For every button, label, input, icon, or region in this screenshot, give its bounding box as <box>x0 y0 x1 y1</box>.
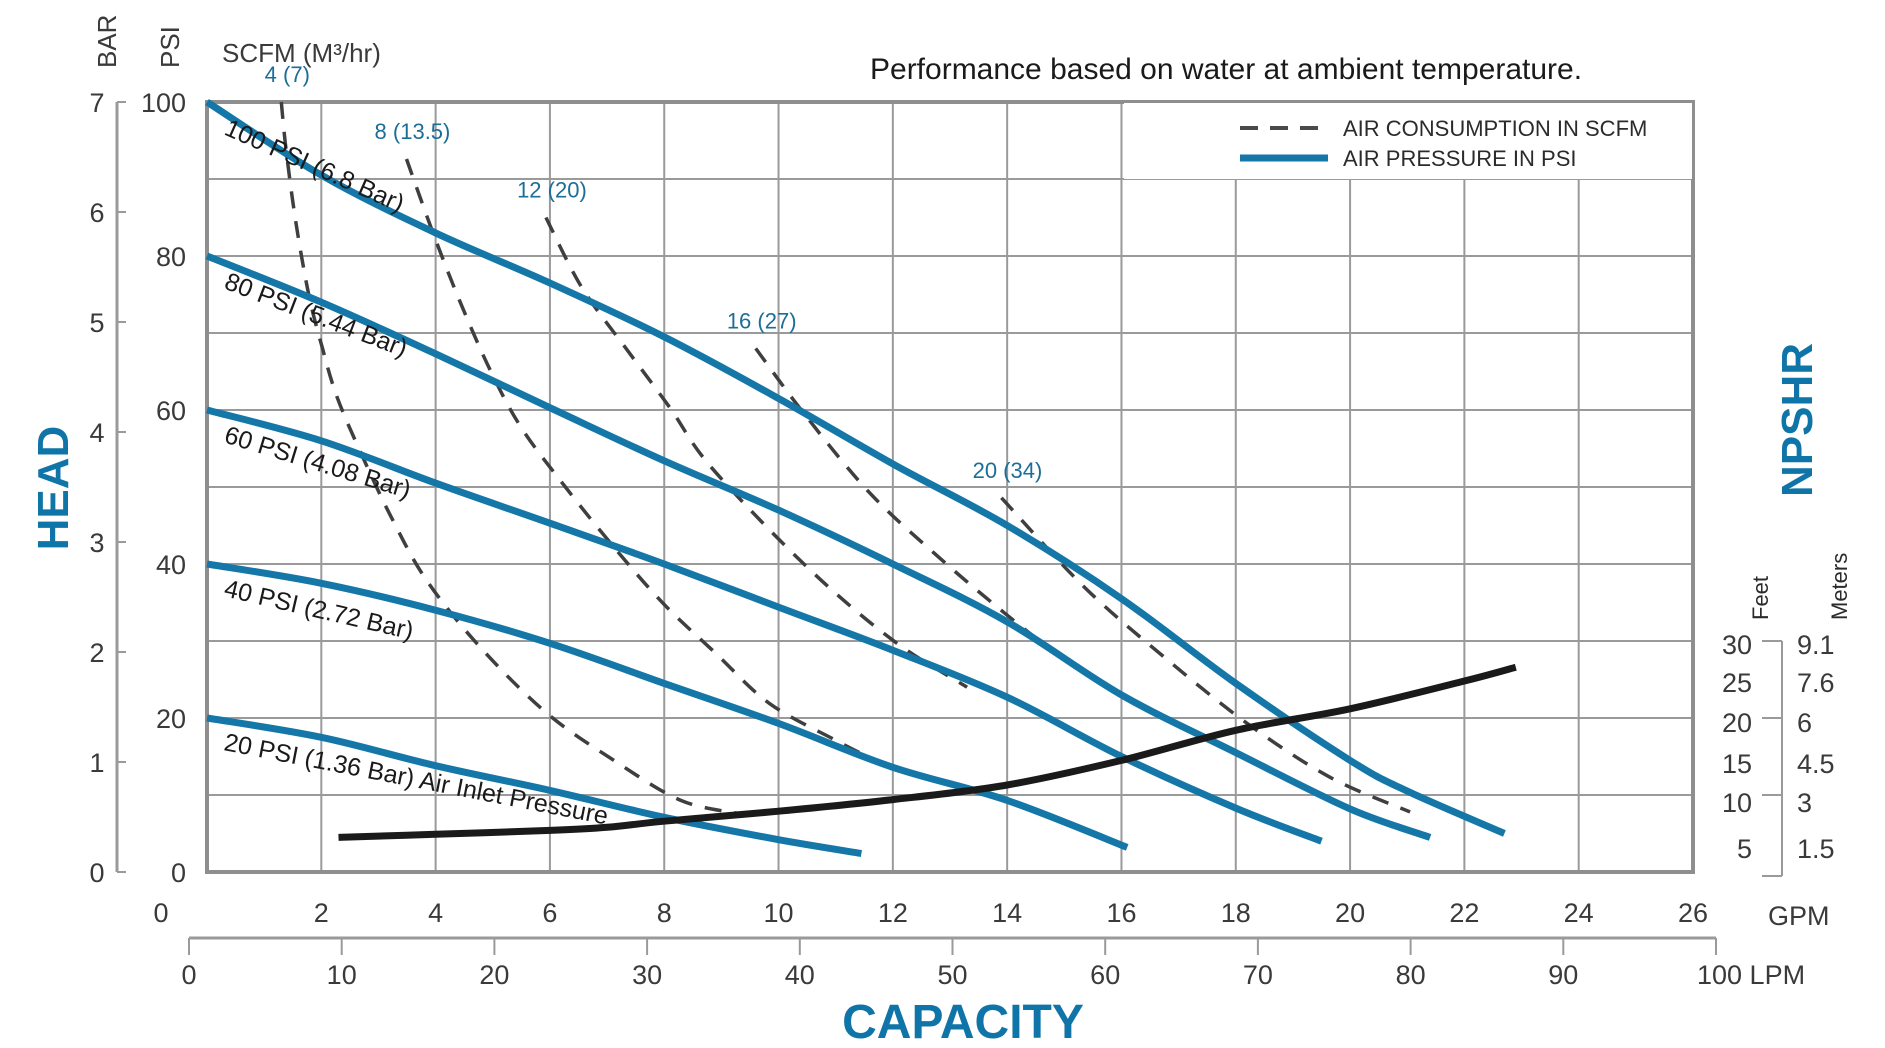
x-tick-label-lpm: 90 <box>1548 960 1578 990</box>
npshr-feet-label: 20 <box>1722 708 1752 738</box>
pressure-curve-label: 80 PSI (5.44 Bar) <box>221 267 411 362</box>
y-tick-label-bar: 0 <box>89 858 104 888</box>
y-tick-label-psi: 80 <box>156 242 186 272</box>
x-tick-label-lpm: 10 <box>327 960 357 990</box>
air-consumption-curve-20-34 <box>1000 496 1411 814</box>
npshr-axis: 30 9.1 25 7.6 20 6 15 4.5 10 3 5 1.5 <box>1722 630 1835 877</box>
x-tick-label-gpm: 4 <box>428 898 443 928</box>
x-tick-label-lpm: 20 <box>479 960 509 990</box>
npshr-feet-label: 25 <box>1722 668 1752 698</box>
air-consumption-curve-12-20 <box>544 216 969 689</box>
capacity-axis-title: CAPACITY <box>842 996 1084 1048</box>
air-pressure-curve-100-psi-6-8-bar <box>205 99 1506 837</box>
consumption-curve-label: 12 (20) <box>517 178 587 203</box>
air-pressure-curve-20-psi-1-36-bar-air-inlet-pressure <box>206 714 862 857</box>
y-tick-label-bar: 5 <box>89 308 104 338</box>
x-tick-label-lpm: 50 <box>937 960 967 990</box>
x-tick-label-gpm: 8 <box>657 898 672 928</box>
x-tick-label-gpm: 2 <box>314 898 329 928</box>
x-tick-label-gpm: 24 <box>1564 898 1594 928</box>
npshr-feet-label: 15 <box>1722 749 1752 779</box>
pressure-curve-label: 20 PSI (1.36 Bar) Air Inlet Pressure <box>222 728 611 830</box>
npshr-axis-title: NPSHR <box>1773 343 1822 497</box>
legend-label-air-pressure: AIR PRESSURE IN PSI <box>1343 146 1577 171</box>
x-tick-label-lpm: 70 <box>1243 960 1273 990</box>
x-tick-label-lpm: 60 <box>1090 960 1120 990</box>
air-consumption-curve-4-7 <box>279 101 739 816</box>
legend: AIR CONSUMPTION IN SCFM AIR PRESSURE IN … <box>1124 103 1692 179</box>
consumption-curve-label: 4 (7) <box>265 62 310 87</box>
npshr-feet-label: 5 <box>1737 834 1752 864</box>
air-consumption-curve-8-13-5 <box>404 158 866 757</box>
legend-background <box>1124 103 1692 179</box>
npshr-feet-label: 30 <box>1722 630 1752 660</box>
consumption-curve-label: 20 (34) <box>973 458 1043 483</box>
npshr-meters-title: Meters <box>1827 553 1852 620</box>
x-tick-label-gpm: 16 <box>1106 898 1136 928</box>
x-tick-label-gpm: 0 <box>153 898 168 928</box>
x-tick-label-lpm: 80 <box>1396 960 1426 990</box>
x-tick-label-gpm: 26 <box>1678 898 1708 928</box>
head-axis-title: HEAD <box>29 426 78 551</box>
npshr-meters-label: 4.5 <box>1797 749 1835 779</box>
npshr-meters-label: 7.6 <box>1797 668 1835 698</box>
air-pressure-curve-60-psi-4-08-bar <box>206 406 1323 845</box>
scfm-axis-title: SCFM (M³/hr) <box>222 38 381 68</box>
y-tick-label-psi: 60 <box>156 396 186 426</box>
x-unit-label-gpm: GPM <box>1768 901 1830 931</box>
y-tick-label-bar: 4 <box>89 418 104 448</box>
npshr-meters-label: 6 <box>1797 708 1812 738</box>
y-tick-label-psi: 20 <box>156 704 186 734</box>
air-pressure-curve-80-psi-5-44-bar <box>205 252 1432 841</box>
npshr-curve <box>338 663 1517 841</box>
legend-label-air-consumption: AIR CONSUMPTION IN SCFM <box>1343 116 1647 141</box>
x-tick-label-gpm: 18 <box>1221 898 1251 928</box>
x-tick-label-lpm: 100 LPM <box>1697 960 1805 990</box>
x-tick-label-gpm: 20 <box>1335 898 1365 928</box>
psi-axis-title: PSI <box>155 26 185 68</box>
y-tick-label-bar: 2 <box>89 638 104 668</box>
y-tick-label-bar: 6 <box>89 198 104 228</box>
x-tick-label-lpm: 30 <box>632 960 662 990</box>
consumption-curve-label: 8 (13.5) <box>375 119 451 144</box>
x-tick-label-gpm: 10 <box>764 898 794 928</box>
y-tick-label-bar: 1 <box>89 748 104 778</box>
npshr-meters-label: 3 <box>1797 788 1812 818</box>
bar-axis-title: BAR <box>92 15 122 68</box>
y-tick-label-psi: 40 <box>156 550 186 580</box>
npshr-feet-title: Feet <box>1748 576 1773 620</box>
plot-grid <box>205 100 1695 874</box>
x-tick-label-lpm: 0 <box>181 960 196 990</box>
y-tick-label-psi: 0 <box>171 858 186 888</box>
x-tick-label-lpm: 40 <box>785 960 815 990</box>
npshr-feet-label: 10 <box>1722 788 1752 818</box>
chart-title: Performance based on water at ambient te… <box>870 53 1582 86</box>
y-tick-label-bar: 7 <box>89 88 104 118</box>
npshr-meters-label: 1.5 <box>1797 834 1835 864</box>
x-tick-label-gpm: 22 <box>1449 898 1479 928</box>
npshr-meters-label: 9.1 <box>1797 630 1835 660</box>
curves <box>205 99 1517 857</box>
x-tick-label-gpm: 14 <box>992 898 1022 928</box>
x-tick-label-gpm: 12 <box>878 898 908 928</box>
y-tick-label-bar: 3 <box>89 528 104 558</box>
y-tick-label-psi: 100 <box>141 88 186 118</box>
x-tick-label-gpm: 6 <box>542 898 557 928</box>
consumption-curve-label: 16 (27) <box>727 308 797 333</box>
plot-frame <box>205 100 1695 874</box>
